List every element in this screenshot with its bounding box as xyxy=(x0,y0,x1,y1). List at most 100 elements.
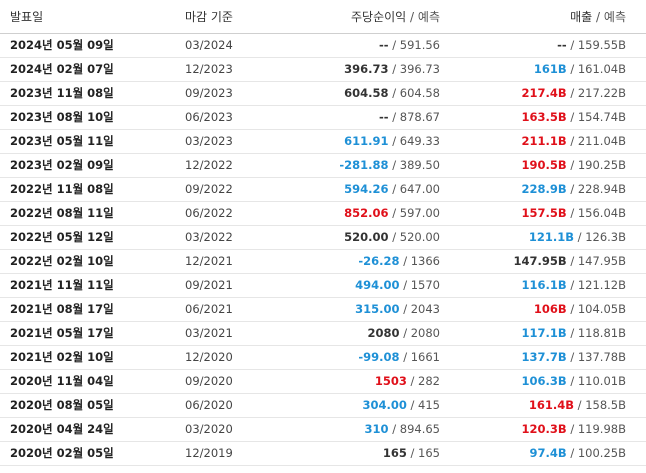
eps-actual: 310 xyxy=(364,422,389,436)
release-date: 2022년 02월 10일 xyxy=(10,254,114,268)
header-revenue[interactable]: 매출 / 예측 xyxy=(570,0,626,34)
header-release-date[interactable]: 발표일 xyxy=(10,10,44,24)
period-end: 03/2021 xyxy=(185,326,233,340)
eps-actual: 315.00 xyxy=(355,302,400,316)
revenue-cell: 161B / 161.04B xyxy=(534,58,626,81)
period-end: 09/2020 xyxy=(185,374,233,388)
revenue-actual: 161.4B xyxy=(528,398,574,412)
revenue-separator: / xyxy=(570,374,575,388)
eps-separator: / xyxy=(403,254,408,268)
revenue-actual: 228.9B xyxy=(521,182,567,196)
table-row: 2021년 02월 10일 12/2020 -99.08 / 1661 137.7B … xyxy=(0,346,646,370)
revenue-forecast: 158.5B xyxy=(585,398,626,412)
revenue-forecast: 126.3B xyxy=(585,230,626,244)
revenue-forecast: 104.05B xyxy=(577,302,626,316)
eps-separator: / xyxy=(392,86,397,100)
release-date: 2020년 02월 05일 xyxy=(10,446,114,460)
revenue-actual: 217.4B xyxy=(521,86,567,100)
eps-forecast: 597.00 xyxy=(399,206,440,220)
release-date: 2022년 05월 12일 xyxy=(10,230,114,244)
eps-separator: / xyxy=(392,110,397,124)
header-eps[interactable]: 주당순이익 / 예측 xyxy=(351,0,440,34)
eps-cell: 594.26 / 647.00 xyxy=(344,178,440,201)
revenue-actual: 117.1B xyxy=(521,326,567,340)
eps-forecast: 604.58 xyxy=(399,86,440,100)
release-date: 2022년 08월 11일 xyxy=(10,206,114,220)
revenue-forecast: 159.55B xyxy=(577,38,626,52)
table-row: 2024년 05월 09일 03/2024 -- / 591.56 -- / 159.… xyxy=(0,34,646,58)
eps-cell: 165 / 165 xyxy=(383,442,440,465)
table-row: 2023년 11월 08일 09/2023 604.58 / 604.58 217.4… xyxy=(0,82,646,106)
eps-separator: / xyxy=(392,182,397,196)
revenue-cell: 147.95B / 147.95B xyxy=(514,250,626,273)
revenue-actual: 163.5B xyxy=(521,110,567,124)
header-period-end[interactable]: 마감 기준 xyxy=(185,10,233,24)
revenue-separator: / xyxy=(570,134,575,148)
revenue-cell: 163.5B / 154.74B xyxy=(522,106,626,129)
revenue-cell: 211.1B / 211.04B xyxy=(522,130,626,153)
period-end: 12/2022 xyxy=(185,158,233,172)
eps-cell: -- / 591.56 xyxy=(379,34,440,57)
table-body: 2024년 05월 09일 03/2024 -- / 591.56 -- / 159.… xyxy=(0,34,646,466)
table-row: 2023년 05월 11일 03/2023 611.91 / 649.33 211.1… xyxy=(0,130,646,154)
eps-separator: / xyxy=(392,134,397,148)
revenue-actual: 116.1B xyxy=(521,278,567,292)
revenue-actual: 121.1B xyxy=(528,230,574,244)
revenue-cell: 157.5B / 156.04B xyxy=(522,202,626,225)
eps-cell: 1503 / 282 xyxy=(375,370,440,393)
revenue-actual: 147.95B xyxy=(513,254,567,268)
eps-actual: 1503 xyxy=(374,374,407,388)
period-end: 06/2021 xyxy=(185,302,233,316)
revenue-forecast: 161.04B xyxy=(577,62,626,76)
eps-cell: 611.91 / 649.33 xyxy=(344,130,440,153)
eps-separator: / xyxy=(410,446,415,460)
period-end: 12/2023 xyxy=(185,62,233,76)
eps-actual: 396.73 xyxy=(344,62,389,76)
eps-actual: -- xyxy=(379,38,389,52)
revenue-separator: / xyxy=(570,62,575,76)
revenue-actual: 120.3B xyxy=(521,422,567,436)
eps-cell: 396.73 / 396.73 xyxy=(344,58,440,81)
revenue-actual: 211.1B xyxy=(521,134,567,148)
revenue-separator: / xyxy=(570,206,575,220)
revenue-cell: 97.4B / 100.25B xyxy=(530,442,626,465)
eps-forecast: 649.33 xyxy=(399,134,440,148)
eps-actual: 611.91 xyxy=(344,134,389,148)
eps-separator: / xyxy=(392,158,397,172)
eps-actual: 852.06 xyxy=(344,206,389,220)
revenue-forecast: 228.94B xyxy=(577,182,626,196)
eps-separator: / xyxy=(392,206,397,220)
eps-cell: -- / 878.67 xyxy=(379,106,440,129)
table-row: 2020년 04월 24일 03/2020 310 / 894.65 120.3B /… xyxy=(0,418,646,442)
revenue-separator: / xyxy=(570,278,575,292)
eps-actual: 604.58 xyxy=(344,86,389,100)
revenue-actual: 190.5B xyxy=(521,158,567,172)
revenue-cell: 117.1B / 118.81B xyxy=(522,322,626,345)
table-row: 2020년 11월 04일 09/2020 1503 / 282 106.3B / 1… xyxy=(0,370,646,394)
revenue-cell: 161.4B / 158.5B xyxy=(529,394,626,417)
table-row: 2022년 02월 10일 12/2021 -26.28 / 1366 147.95B… xyxy=(0,250,646,274)
eps-actual: 304.00 xyxy=(362,398,407,412)
release-date: 2020년 04월 24일 xyxy=(10,422,114,436)
eps-separator: / xyxy=(410,374,415,388)
table-row: 2021년 05월 17일 03/2021 2080 / 2080 117.1B / … xyxy=(0,322,646,346)
revenue-separator: / xyxy=(570,86,575,100)
revenue-separator: / xyxy=(570,182,575,196)
eps-separator: / xyxy=(392,422,397,436)
period-end: 03/2022 xyxy=(185,230,233,244)
revenue-actual: 97.4B xyxy=(529,446,567,460)
table-row: 2020년 08월 05일 06/2020 304.00 / 415 161.4B /… xyxy=(0,394,646,418)
revenue-forecast: 154.74B xyxy=(577,110,626,124)
period-end: 06/2022 xyxy=(185,206,233,220)
eps-cell: -281.88 / 389.50 xyxy=(339,154,440,177)
header-eps-label: 주당순이익 xyxy=(351,10,407,24)
eps-actual: -99.08 xyxy=(358,350,400,364)
revenue-separator: / xyxy=(570,422,575,436)
eps-actual: 2080 xyxy=(367,326,400,340)
revenue-cell: 217.4B / 217.22B xyxy=(522,82,626,105)
table-row: 2021년 11월 11일 09/2021 494.00 / 1570 116.1B … xyxy=(0,274,646,298)
revenue-separator: / xyxy=(570,254,575,268)
period-end: 09/2023 xyxy=(185,86,233,100)
eps-forecast: 878.67 xyxy=(399,110,440,124)
revenue-cell: -- / 159.55B xyxy=(557,34,626,57)
